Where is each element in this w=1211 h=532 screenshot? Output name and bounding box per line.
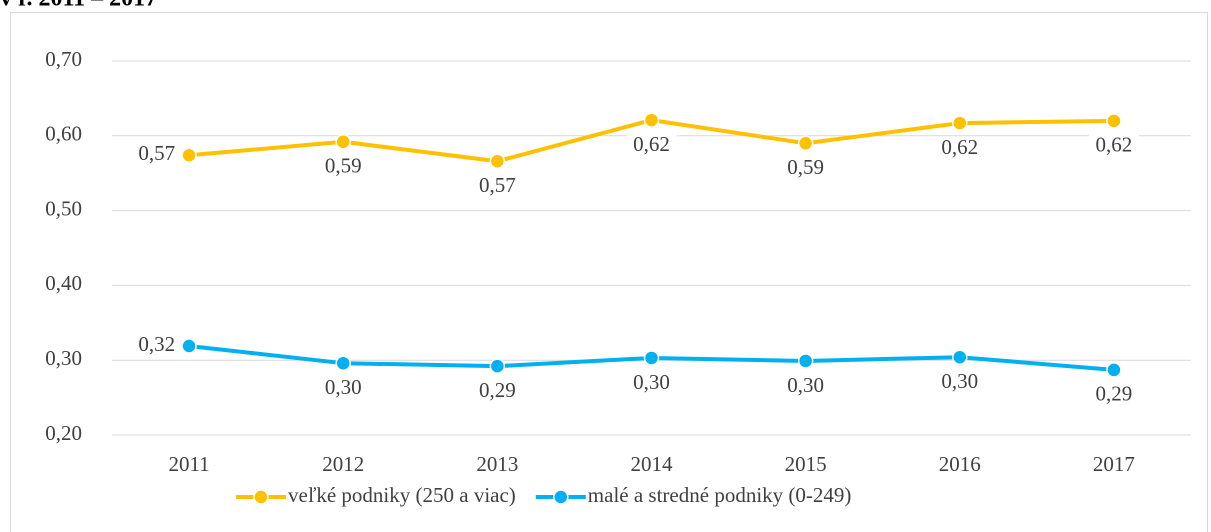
data-point [181,338,197,354]
data-label-bg [626,371,677,396]
data-label-bg [780,374,831,399]
x-tick-label: 2014 [631,452,674,476]
data-label: 0,62 [633,132,670,156]
x-tick-label: 2017 [1093,452,1135,476]
x-tick-label: 2011 [168,452,209,476]
data-point [335,355,351,371]
data-label-bg [1088,134,1139,159]
data-label-bg [127,333,178,358]
y-tick-label: 0,60 [45,122,82,146]
chart-title: v r. 2011 – 2017 [0,0,157,12]
data-point [181,147,197,163]
data-label-bg [780,157,831,182]
y-tick-label: 0,50 [45,196,82,220]
chart-border [10,12,1208,532]
data-label: 0,57 [138,141,175,165]
y-tick-label: 0,40 [45,271,82,295]
data-point [643,350,660,366]
data-label: 0,29 [479,378,516,402]
data-point [1106,113,1122,129]
data-point [952,115,968,131]
data-label: 0,32 [138,332,175,356]
data-label: 0,30 [941,369,978,393]
data-label-bg [127,143,178,168]
data-point [489,358,506,374]
data-label: 0,57 [479,173,516,197]
data-label-bg [318,377,369,402]
data-point [489,153,506,169]
legend-marker [553,489,569,505]
x-tick-label: 2013 [476,452,518,476]
data-label: 0,62 [1096,133,1133,157]
data-point [797,135,814,152]
legend-label: veľké podniky (250 a viac) [288,483,516,507]
x-tick-label: 2012 [322,452,364,476]
y-tick-label: 0,70 [45,47,82,71]
y-tick-label: 0,30 [45,346,82,370]
data-point [335,134,351,150]
data-label: 0,59 [325,154,362,178]
data-label-bg [934,137,985,162]
data-point [797,353,814,369]
data-label: 0,59 [787,155,824,179]
x-tick-label: 2016 [939,452,981,476]
y-tick-label: 0,20 [45,421,82,445]
data-label: 0,30 [633,370,670,394]
x-tick-label: 2015 [785,452,827,476]
data-point [1106,362,1122,378]
data-label-bg [1088,383,1139,408]
data-label: 0,29 [1096,382,1133,406]
data-label-bg [472,175,523,200]
data-label: 0,30 [325,375,362,399]
data-label-bg [472,380,523,405]
data-label: 0,62 [941,135,978,159]
data-point [643,112,660,128]
data-label-bg [626,134,677,159]
data-label-bg [934,371,985,396]
data-label-bg [318,155,369,180]
legend-label: malé a stredné podniky (0-249) [588,483,852,507]
data-label: 0,30 [787,373,824,397]
legend-marker [253,489,269,505]
data-point [952,349,968,365]
